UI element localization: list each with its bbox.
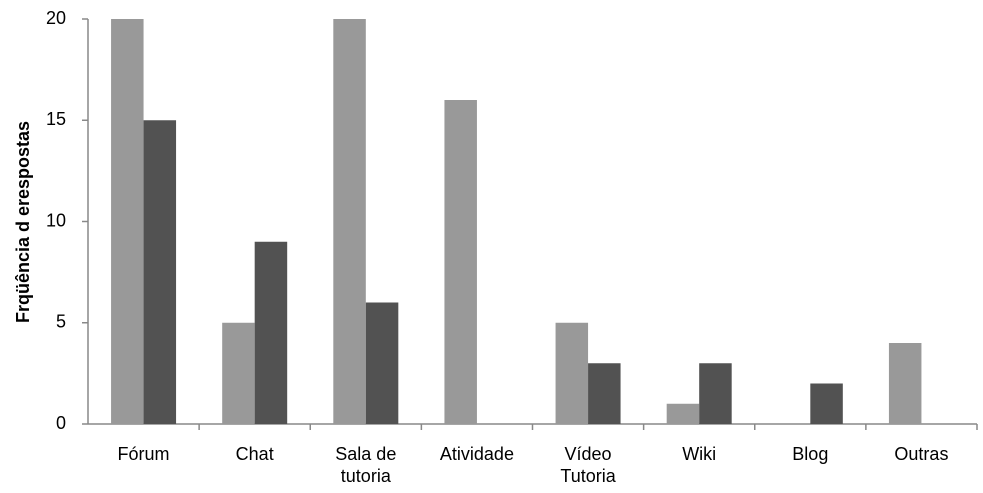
y-tick-label: 0 xyxy=(56,413,66,433)
y-tick-label: 20 xyxy=(46,8,66,28)
x-tick-label: Fórum xyxy=(117,444,170,464)
bar xyxy=(588,363,621,424)
bar xyxy=(111,19,144,424)
x-tick-label: Vídeo Tutoria xyxy=(560,444,616,486)
bar xyxy=(333,19,366,424)
y-tick-label: 10 xyxy=(46,210,66,230)
x-tick-label: Chat xyxy=(235,444,274,464)
bar xyxy=(810,383,843,424)
bar xyxy=(666,403,700,424)
bar xyxy=(444,100,477,424)
bar xyxy=(555,322,589,424)
bar xyxy=(143,120,177,424)
y-tick-label: 5 xyxy=(56,312,66,332)
x-tick-label: Outras xyxy=(894,444,949,464)
x-tick-label: Wiki xyxy=(682,444,717,464)
bar xyxy=(254,241,288,424)
bar xyxy=(222,322,255,424)
x-tick-label: Atividade xyxy=(439,444,514,464)
y-tick-label: 15 xyxy=(46,109,66,129)
bar xyxy=(888,343,922,424)
bar xyxy=(699,363,732,424)
y-axis-label: Frqüência d erespostas xyxy=(13,121,33,323)
bar xyxy=(365,302,399,424)
x-tick-label: Blog xyxy=(792,444,829,464)
x-tick-label: Sala de tutoria xyxy=(335,444,397,486)
